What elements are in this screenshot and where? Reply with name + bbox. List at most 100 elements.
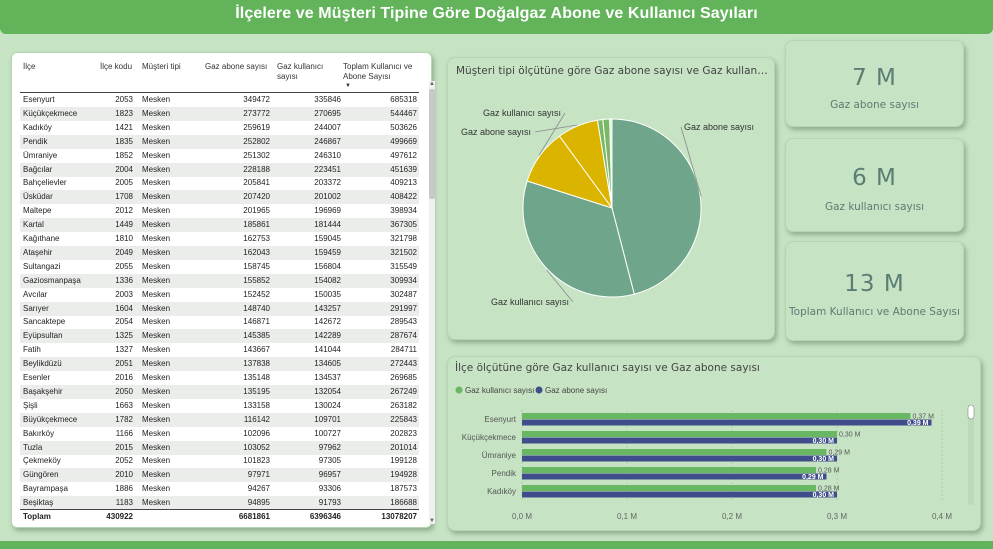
cell-ilce: Eyüpsultan [23, 331, 63, 341]
cell-gaz-abone: 273772 [243, 108, 270, 118]
pie-slice [522, 180, 635, 298]
pie-leader-line [546, 269, 574, 303]
cell-toplam: 199128 [390, 456, 417, 466]
table-row[interactable]: Beylikdüzü 2051 Mesken 137838 134605 272443 [20, 357, 419, 372]
cell-toplam: 451639 [390, 164, 417, 174]
bar-chart-title: İlçe ölçütüne göre Gaz kullanıcı sayısı … [455, 362, 760, 374]
cell-ilce-kodu: 2051 [115, 359, 133, 369]
cell-gaz-abone: 251302 [243, 150, 270, 160]
cell-ilce-kodu: 1604 [115, 303, 133, 313]
cell-gaz-kullanici: 203372 [314, 178, 341, 188]
category-label: Küçükçekmece [462, 433, 517, 442]
pie-chart-visual[interactable]: Müşteri tipi ölçütüne göre Gaz abone say… [447, 57, 775, 340]
table-row[interactable]: Sancaktepe 2054 Mesken 146871 142672 289543 [20, 315, 419, 329]
kpi-card-toplam[interactable]: 13 M Toplam Kullanıcı ve Abone Sayısı [785, 241, 964, 341]
total-kullanici: 6396346 [309, 512, 341, 521]
bar-label-kullanici: 0,37 M [913, 414, 935, 421]
kpi-label-kullanici: Gaz kullanıcı sayısı [824, 201, 925, 213]
col-gaz-abone[interactable]: Gaz abone sayısı [205, 62, 268, 71]
table-row[interactable]: Sarıyer 1604 Mesken 148740 143257 291997 [20, 301, 419, 316]
cell-ilce-kodu: 2054 [115, 317, 133, 327]
category-label: Pendik [492, 469, 517, 478]
bar-chart-visual[interactable]: İlçe ölçütüne göre Gaz kullanıcı sayısı … [447, 356, 981, 531]
table-row[interactable]: Çekmeköy 2052 Mesken 101823 97305 199128 [20, 454, 419, 468]
table-row[interactable]: Kadıköy 1421 Mesken 259619 244007 503626 [20, 121, 419, 135]
cell-gaz-abone: 252802 [243, 136, 270, 146]
scroll-up-icon[interactable]: ▲ [429, 81, 435, 87]
cell-musteri-tipi: Mesken [142, 206, 171, 216]
cell-musteri-tipi: Mesken [142, 428, 171, 438]
table-scrollbar[interactable]: ▲ ▼ [429, 81, 435, 524]
table-row[interactable]: Pendik 1835 Mesken 252802 246867 499669 [20, 134, 419, 149]
bar-label-kullanici: 0,28 M [818, 486, 840, 493]
col-gaz-kullanici[interactable]: Gaz kullanıcı sayısı [277, 62, 324, 81]
table-row[interactable]: Başakşehir 2050 Mesken 135195 132054 267249 [20, 384, 419, 399]
cell-ilce-kodu: 1336 [115, 275, 133, 285]
cell-musteri-tipi: Mesken [142, 498, 171, 508]
page-title: İlçelere ve Müşteri Tipine Göre Doğalgaz… [235, 5, 758, 22]
cell-musteri-tipi: Mesken [142, 289, 171, 299]
kpi-card-kullanici[interactable]: 6 M Gaz kullanıcı sayısı [785, 138, 964, 232]
cell-gaz-kullanici: 154082 [314, 275, 341, 285]
kpi-card-abone[interactable]: 7 M Gaz abone sayısı [785, 40, 964, 127]
scroll-thumb[interactable] [429, 89, 435, 199]
table-row[interactable]: Gaziosmanpaşa 1336 Mesken 155852 154082 30993… [20, 273, 419, 288]
pie-slice [609, 118, 613, 209]
cell-musteri-tipi: Mesken [142, 178, 171, 188]
cell-ilce-kodu: 1852 [115, 150, 133, 160]
table-row[interactable]: Şişli 1663 Mesken 133158 130024 263182 [20, 399, 419, 413]
total-abone: 6681861 [238, 512, 270, 521]
bar-kullanici [522, 413, 911, 419]
table-row[interactable]: Güngören 2010 Mesken 97971 96957 194928 [20, 468, 419, 483]
table-row[interactable]: Büyükçekmece 1782 Mesken 116142 109701 225843 [20, 412, 419, 427]
cell-gaz-kullanici: 142289 [314, 331, 341, 341]
table-row[interactable]: Esenyurt 2053 Mesken 349472 335846 685318 [20, 93, 419, 107]
col-ilce[interactable]: İlçe [23, 62, 36, 71]
cell-musteri-tipi: Mesken [142, 136, 171, 146]
col-toplam[interactable]: Toplam Kullanıcı ve Abone Sayısı [343, 62, 413, 81]
table-row[interactable]: Fatih 1327 Mesken 143667 141044 284711 [20, 343, 419, 357]
cell-gaz-abone: 148740 [243, 303, 270, 313]
table-row[interactable]: Kağıthane 1810 Mesken 162753 159045 321798 [20, 232, 419, 246]
bar-abone [522, 491, 837, 498]
cell-ilce: Kartal [23, 220, 44, 230]
col-ilce-kodu[interactable]: İlçe kodu [100, 62, 133, 71]
table-row[interactable]: Bağcılar 2004 Mesken 228188 223451 451639 [20, 162, 419, 177]
cell-toplam: 187573 [390, 484, 417, 494]
col-musteri-tipi[interactable]: Müşteri tipi [142, 62, 181, 71]
bar-abone [522, 455, 837, 462]
scroll-down-icon[interactable]: ▼ [429, 518, 435, 524]
cell-toplam: 499669 [390, 136, 417, 146]
table-row[interactable]: Sultangazi 2055 Mesken 158745 156804 315549 [20, 260, 419, 274]
table-row[interactable]: Esenler 2016 Mesken 135148 134537 269685 [20, 371, 419, 385]
cell-ilce: Tuzla [23, 442, 43, 452]
sort-desc-icon[interactable]: ▼ [345, 83, 351, 89]
table-visual[interactable]: İlçe İlçe kodu Müşteri tipi Gaz abone sa… [11, 52, 435, 528]
table-row[interactable]: Tuzla 2015 Mesken 103052 97962 201014 [20, 440, 419, 455]
table-row[interactable]: Küçükçekmece 1823 Mesken 273772 270695 544467 [20, 106, 419, 121]
cell-gaz-kullanici: 150035 [314, 289, 341, 299]
bar-label-abone: 0,30 M [813, 456, 835, 463]
cell-ilce: Esenyurt [23, 95, 55, 104]
pie-label: Gaz kullanıcı sayısı [483, 108, 561, 118]
cell-ilce: Fatih [23, 345, 41, 355]
table-row[interactable]: Beşiktaş 1183 Mesken 94895 91793 186688 [20, 496, 419, 511]
legend-label-abone: Gaz abone sayısı [545, 386, 607, 395]
cell-gaz-abone: 201965 [243, 206, 270, 216]
cell-ilce-kodu: 1327 [115, 345, 133, 355]
table-row[interactable]: Bahçelievler 2005 Mesken 205841 203372 409213 [20, 176, 419, 190]
table-row[interactable]: Maltepe 2012 Mesken 201965 196969 398934 [20, 204, 419, 218]
table-row[interactable]: Avcılar 2003 Mesken 152452 150035 302487 [20, 288, 419, 302]
table-row[interactable]: Ataşehir 2049 Mesken 162043 159459 321502 [20, 245, 419, 260]
table-row[interactable]: Bayrampaşa 1886 Mesken 94267 93306 187573 [20, 482, 419, 496]
cell-ilce-kodu: 2052 [115, 456, 133, 466]
table-row[interactable]: Ümraniye 1852 Mesken 251302 246310 497612 [20, 149, 419, 163]
table-row[interactable]: Kartal 1449 Mesken 185861 181444 367305 [20, 218, 419, 233]
bar-label-abone: 0,29 M [802, 474, 824, 481]
table-row[interactable]: Eyüpsultan 1325 Mesken 145385 142289 287674 [20, 329, 419, 344]
table-row[interactable]: Bakırköy 1166 Mesken 102096 100727 202823 [20, 427, 419, 441]
cell-ilce: Bağcılar [23, 164, 53, 174]
cell-toplam: 267249 [390, 386, 417, 396]
table-row[interactable]: Üsküdar 1708 Mesken 207420 201002 408422 [20, 190, 419, 205]
cell-musteri-tipi: Mesken [142, 456, 171, 466]
